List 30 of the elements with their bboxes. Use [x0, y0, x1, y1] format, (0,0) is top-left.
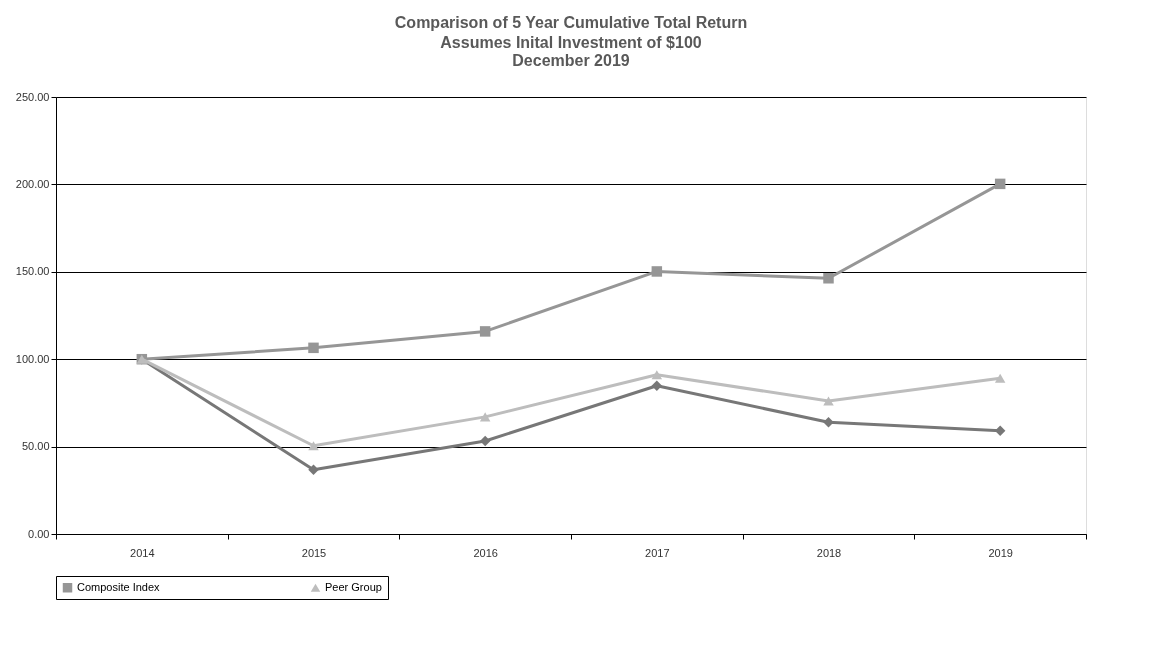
- y-tick-label: 100.00: [15, 352, 50, 365]
- y-tick-label: 250.00: [15, 90, 50, 103]
- y-tick-label: 0.00: [28, 527, 50, 540]
- chart-title: Comparison of 5 Year Cumulative Total Return: [394, 14, 748, 31]
- legend-label: Peer Group: [325, 580, 382, 593]
- x-tick-label: 2017: [645, 546, 670, 559]
- point: [308, 441, 319, 451]
- point: [823, 417, 834, 428]
- point: [651, 370, 663, 380]
- legend-label: Composite Index: [77, 580, 161, 593]
- x-tick-label: 2018: [816, 546, 842, 559]
- point: [823, 273, 834, 284]
- point: [823, 396, 834, 406]
- point: [479, 435, 491, 447]
- point: [308, 342, 319, 354]
- y-tick-label: 50.00: [21, 440, 50, 453]
- x-tick-label: 2019: [988, 546, 1013, 559]
- point: [651, 380, 663, 392]
- point: [651, 266, 663, 277]
- point: [479, 412, 491, 422]
- y-tick-label: 200.00: [15, 177, 50, 190]
- y-tick-label: 150.00: [15, 265, 50, 278]
- point: [479, 326, 491, 337]
- x-tick-label: 2014: [130, 546, 155, 559]
- x-tick-label: 2016: [473, 546, 498, 559]
- point: [994, 178, 1006, 190]
- x-tick-label: 2015: [301, 546, 327, 559]
- chart-subtitle: Assumes Inital Investment of $100 December 2019: [440, 34, 702, 69]
- point: [994, 373, 1006, 383]
- point: [308, 464, 319, 476]
